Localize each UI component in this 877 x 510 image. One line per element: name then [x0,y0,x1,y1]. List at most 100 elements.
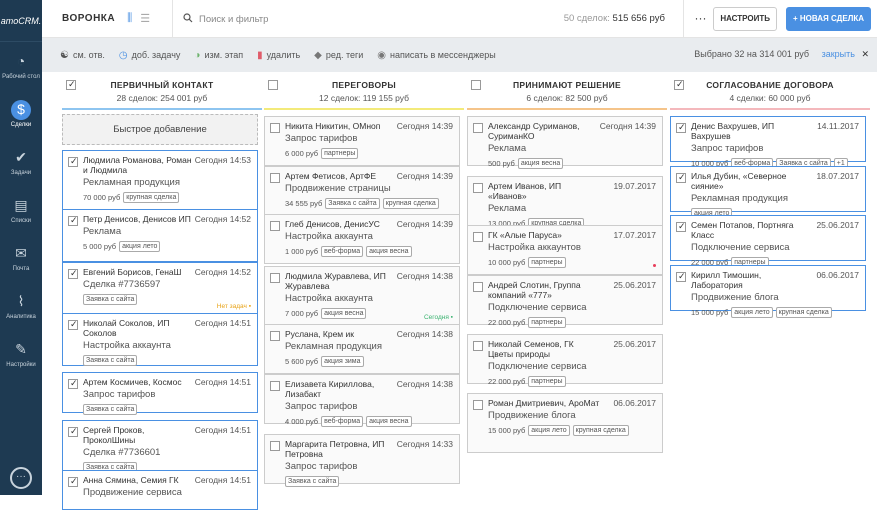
deal-title[interactable]: Запрос тарифов [83,389,156,400]
deal-checkbox[interactable] [473,400,483,410]
deal-checkbox[interactable] [676,122,686,133]
deal-checkbox[interactable] [270,221,280,231]
action-3[interactable]: ▮ удалить [257,50,300,61]
deal-tag[interactable]: Заявка с сайта [83,355,138,366]
deal-tag[interactable]: веб-форма [321,246,364,257]
deal-tag[interactable]: акция лето [528,425,570,436]
deal-checkbox[interactable] [473,341,483,351]
deal-card[interactable]: Руслана, Крем ик Сегодня 14:38 Рекламная п… [264,324,460,374]
deal-checkbox[interactable] [68,268,78,279]
deal-card[interactable]: Глеб Денисов, ДенисУС Сегодня 14:39 Настро… [264,214,460,264]
deal-tag[interactable]: акция весна [366,416,412,427]
deal-title[interactable]: Настройка аккаунта [83,340,171,351]
deal-card[interactable]: Маргарита Петровна, ИП Петровна Сегодня 1… [264,434,460,487]
deal-contact[interactable]: Сергей Проков, ПроколШины [83,425,145,445]
column-checkbox[interactable] [268,80,278,90]
deal-contact[interactable]: Николай Соколов, ИП Соколов [83,318,170,338]
deal-title[interactable]: Продвижение страницы [285,183,391,194]
deal-tag[interactable]: Заявка с сайта [83,294,138,305]
deal-card[interactable]: Илья Дубин, «Северное сияние» 18.07.2017 Р… [670,166,866,219]
deal-card[interactable]: Семен Потапов, Портняга Класс 25.06.2017 П… [670,215,866,268]
deal-checkbox[interactable] [270,123,280,133]
deal-card[interactable]: Елизавета Кириллова, Лизабакт Сегодня 14:… [264,374,460,427]
search-input[interactable]: Поиск и фильтр [172,0,592,38]
deal-card[interactable]: Людмила Журавлева, ИП Журавлева Сегодня 1… [264,266,460,326]
deal-card[interactable]: Людмила Романова, Роман и ЛюдмилаСегодня… [62,150,258,213]
deal-checkbox[interactable] [68,156,78,167]
deal-checkbox[interactable] [68,476,78,487]
deal-title[interactable]: Сделка #7736597 [83,279,161,290]
deal-tag[interactable]: акция весна [366,246,412,257]
deal-card[interactable]: Андрей Слотин, Группа компаний «777» 25.0… [467,275,663,328]
deal-tag[interactable]: акция весна [321,308,367,319]
sidebar-item-6[interactable]: ✎ Настройки [0,330,42,378]
deal-tag[interactable]: акция лето [731,307,773,318]
deal-checkbox[interactable] [473,183,483,193]
deal-tag[interactable]: партнеры [528,376,566,387]
deal-contact[interactable]: Никита Никитин, ОМноп [285,121,381,131]
deal-title[interactable]: Настройка аккаунта [285,293,373,304]
deal-tag[interactable]: Заявка с сайта [285,476,340,487]
deal-contact[interactable]: Елизавета Кириллова, Лизабакт [285,379,375,399]
deal-checkbox[interactable] [270,273,280,283]
deal-card[interactable]: Роман Дмитриевич, АроМат 06.06.2017 Продви… [467,393,663,453]
deal-contact[interactable]: Глеб Денисов, ДенисУС [285,219,380,229]
deal-checkbox[interactable] [676,172,686,183]
deal-card[interactable]: Артем Иванов, ИП «Иванов» 19.07.2017 Рекла… [467,176,663,229]
deal-title[interactable]: Реклама [488,143,527,154]
deal-tag[interactable]: партнеры [528,257,566,268]
deal-tag[interactable]: акция лето [119,241,161,252]
deal-checkbox[interactable] [270,381,280,391]
deal-title[interactable]: Продвижение блога [691,292,779,303]
deal-checkbox[interactable] [270,173,280,183]
deal-tag[interactable]: Заявка с сайта [325,198,380,209]
deal-contact[interactable]: Кирилл Тимошин, Лаборатория [691,270,762,290]
deal-title[interactable]: Запрос тарифов [691,143,764,154]
more-button[interactable]: ··· [683,0,717,38]
deal-tag[interactable]: крупная сделка [382,198,439,209]
deal-contact[interactable]: Александр Суриманов, СуриманКО [488,121,580,141]
deal-title[interactable]: Подключение сервиса [488,302,587,313]
deal-card[interactable]: Николай Соколов, ИП Соколов Сегодня 14:51… [62,313,258,366]
deal-contact[interactable]: Маргарита Петровна, ИП Петровна [285,439,385,459]
list-view-icon[interactable]: ☰ [140,13,151,25]
deal-card[interactable]: Артем Фетисов, АртФЕ Сегодня 14:39 Продвиж… [264,166,460,216]
sidebar-item-5[interactable]: ⌇ Аналитика [0,282,42,330]
deal-contact[interactable]: Петр Денисов, Денисов ИП [83,214,191,224]
deal-checkbox[interactable] [473,232,483,242]
deal-card[interactable]: Александр Суриманов, СуриманКО Сегодня 14… [467,116,663,169]
new-deal-button[interactable]: + НОВАЯ СДЕЛКА [785,7,871,31]
deal-tag[interactable]: партнеры [528,317,566,328]
close-link[interactable]: закрыть [821,49,855,59]
deal-title[interactable]: Запрос тарифов [285,461,358,472]
deal-contact[interactable]: Людмила Романова, Роман и Людмила [83,155,192,175]
deal-checkbox[interactable] [473,123,483,133]
close-icon[interactable]: ✕ [861,49,869,59]
deal-contact[interactable]: Артем Космичев, Космос [83,377,182,387]
pipeline-view-icon[interactable]: ⫼ [127,12,133,24]
deal-card[interactable]: Анна Сямина, Семия ГК Сегодня 14:51 Продви… [62,470,258,510]
deal-checkbox[interactable] [676,271,686,282]
deal-title[interactable]: Продвижение сервиса [83,487,182,498]
deal-title[interactable]: Рекламная продукция [83,177,180,188]
deal-contact[interactable]: Людмила Журавлева, ИП Журавлева [285,271,386,291]
deal-checkbox[interactable] [68,378,78,389]
deal-contact[interactable]: Артем Фетисов, АртФЕ [285,171,377,181]
deal-tag[interactable]: акция весна [517,158,564,169]
deal-contact[interactable]: ГК «Алые Паруса» [488,230,562,240]
deal-checkbox[interactable] [270,331,280,341]
deal-tag[interactable]: Заявка с сайта [83,404,138,415]
deal-contact[interactable]: Денис Вахрушев, ИП Вахрушев [691,121,775,141]
deal-checkbox[interactable] [270,441,280,451]
deal-card[interactable]: ГК «Алые Паруса» 17.07.2017 Настройка акка… [467,225,663,275]
deal-title[interactable]: Реклама [83,226,122,237]
deal-card[interactable]: Артем Космичев, Космос Сегодня 14:51 Запро… [62,372,258,415]
chat-icon[interactable]: ··· [10,467,32,489]
deal-contact[interactable]: Руслана, Крем ик [285,329,354,339]
deal-contact[interactable]: Илья Дубин, «Северное сияние» [691,171,787,191]
deal-contact[interactable]: Артем Иванов, ИП «Иванов» [488,181,562,201]
settings-button[interactable]: НАСТРОИТЬ [713,7,777,31]
deal-title[interactable]: Сделка #7736601 [83,447,161,458]
sidebar-item-3[interactable]: ▤ Списки [0,186,42,234]
